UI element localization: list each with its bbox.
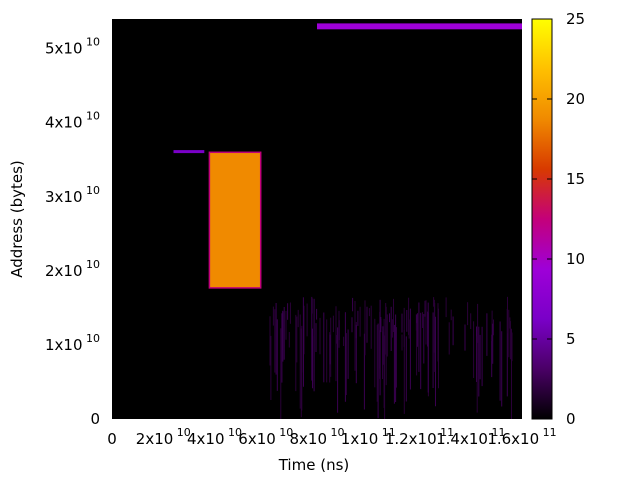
colorbar [531, 18, 553, 420]
y-tick-label: 3x10 10 [45, 184, 100, 206]
colorbar-tick-label: 15 [566, 170, 585, 188]
y-tick-label: 0 [90, 410, 100, 428]
y-axis-title: Address (bytes) [8, 160, 26, 278]
x-tick-label: 8x10 10 [289, 426, 344, 448]
y-tick-label: 4x10 10 [45, 110, 100, 132]
colorbar-tick-label: 0 [566, 410, 576, 428]
x-tick-label: 4x10 10 [187, 426, 242, 448]
heatmap-cell [209, 152, 261, 288]
x-tick-label: 2x10 10 [136, 426, 191, 448]
x-tick-label: 1.4x10 11 [436, 426, 505, 448]
x-tick-label: 6x10 10 [238, 426, 293, 448]
heatmap-cell [317, 23, 522, 30]
y-tick-label: 2x10 10 [45, 258, 100, 280]
colorbar-tick-label: 10 [566, 250, 585, 268]
x-tick-label: 1.2x10 11 [385, 426, 454, 448]
x-tick-label: 1.6x10 11 [487, 426, 556, 448]
x-tick-label: 0 [107, 430, 117, 448]
colorbar-tick-label: 25 [566, 10, 585, 28]
x-axis-title: Time (ns) [278, 456, 350, 474]
colorbar-tick-label: 20 [566, 90, 585, 108]
colorbar-tick-label: 5 [566, 330, 576, 348]
y-tick-label: 5x10 10 [45, 36, 100, 58]
heatmap-cell [173, 150, 205, 154]
heatmap-cell-edge [208, 151, 262, 289]
plot-area [112, 19, 522, 419]
x-tick-label: 1x10 11 [341, 426, 396, 448]
y-tick-label: 1x10 10 [45, 332, 100, 354]
